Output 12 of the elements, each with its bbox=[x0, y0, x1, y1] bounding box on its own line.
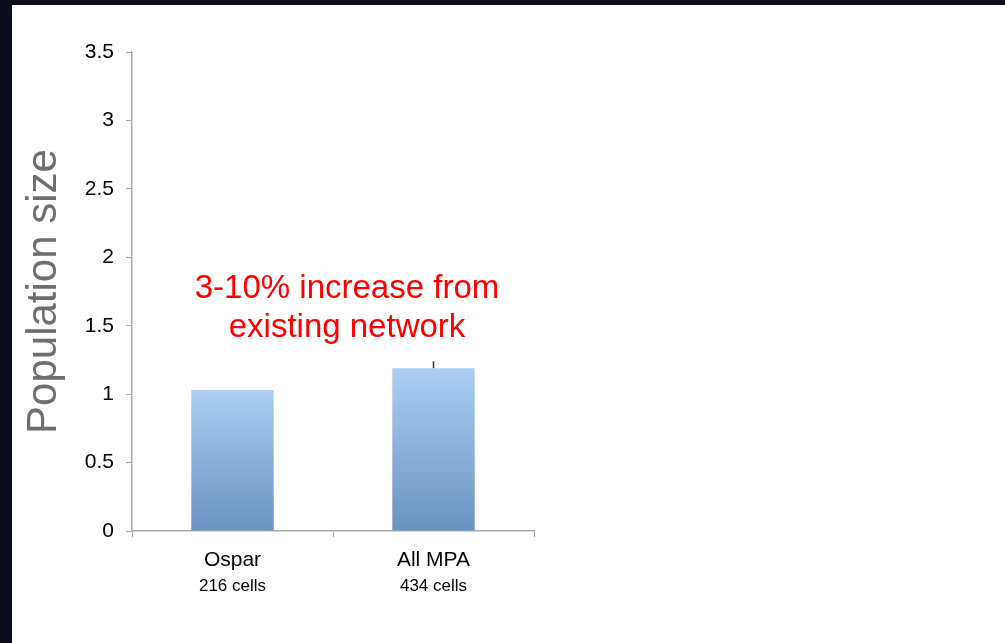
y-tick-label: 3 bbox=[102, 107, 114, 131]
y-tick-label: 0.5 bbox=[84, 449, 114, 473]
x-tick-label: Ospar 216 cells bbox=[198, 547, 267, 595]
x-tick-label: All MPA 434 cells bbox=[396, 547, 471, 595]
y-tick-label: 2 bbox=[102, 244, 114, 268]
y-tick-label: 2.5 bbox=[84, 175, 114, 199]
y-tick-label: 1.5 bbox=[84, 312, 114, 336]
annotation: 3-10% increase from existing network bbox=[194, 268, 500, 345]
y-tick-label: 3.5 bbox=[84, 38, 114, 62]
y-tick-label: 0 bbox=[102, 517, 114, 541]
y-tick-label: 1 bbox=[102, 380, 114, 404]
y-axis-title: Population size bbox=[17, 149, 65, 434]
